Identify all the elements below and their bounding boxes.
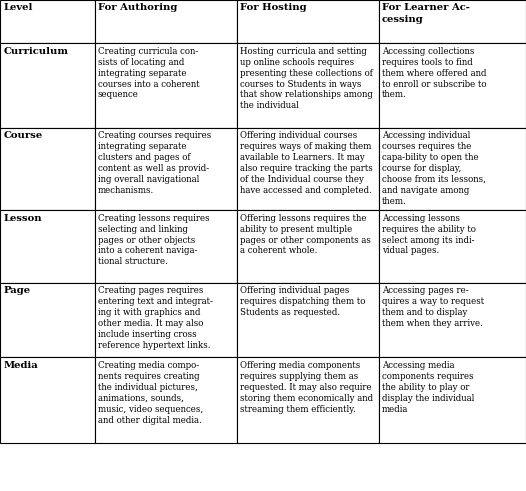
Bar — [379, 0, 526, 43]
Text: Media: Media — [3, 361, 38, 370]
Bar — [379, 283, 526, 357]
Bar — [0, 283, 95, 357]
Text: Accessing collections
requires tools to find
them where offered and
to enroll or: Accessing collections requires tools to … — [382, 47, 487, 100]
Text: Accessing pages re-
quires a way to request
them and to display
them when they a: Accessing pages re- quires a way to requ… — [382, 286, 484, 328]
Bar — [95, 357, 237, 443]
Bar — [237, 283, 379, 357]
Bar — [0, 0, 95, 43]
Bar — [95, 283, 237, 357]
Text: Level: Level — [3, 3, 33, 12]
Text: For Learner Ac-
cessing: For Learner Ac- cessing — [382, 3, 470, 24]
Bar — [379, 128, 526, 210]
Text: Offering individual courses
requires ways of making them
available to Learners. : Offering individual courses requires way… — [240, 131, 372, 195]
Bar — [379, 357, 526, 443]
Text: Offering media components
requires supplying them as
requested. It may also requ: Offering media components requires suppl… — [240, 361, 373, 414]
Bar — [379, 210, 526, 283]
Text: Page: Page — [3, 286, 31, 295]
Text: Creating curricula con-
sists of locating and
integrating separate
courses into : Creating curricula con- sists of locatin… — [98, 47, 199, 100]
Text: Lesson: Lesson — [3, 214, 42, 222]
Bar — [237, 43, 379, 128]
Bar — [0, 128, 95, 210]
Text: Offering lessons requires the
ability to present multiple
pages or other compone: Offering lessons requires the ability to… — [240, 214, 371, 255]
Bar — [0, 43, 95, 128]
Text: Accessing media
components requires
the ability to play or
display the individua: Accessing media components requires the … — [382, 361, 474, 414]
Bar — [95, 0, 237, 43]
Bar — [95, 43, 237, 128]
Text: Offering individual pages
requires dispatching them to
Students as requested.: Offering individual pages requires dispa… — [240, 286, 365, 317]
Bar — [0, 210, 95, 283]
Bar — [237, 0, 379, 43]
Text: Creating pages requires
entering text and integrat-
ing it with graphics and
oth: Creating pages requires entering text an… — [98, 286, 213, 350]
Text: Creating lessons requires
selecting and linking
pages or other objects
into a co: Creating lessons requires selecting and … — [98, 214, 209, 267]
Text: Creating courses requires
integrating separate
clusters and pages of
content as : Creating courses requires integrating se… — [98, 131, 211, 195]
Text: Accessing lessons
requires the ability to
select among its indi-
vidual pages.: Accessing lessons requires the ability t… — [382, 214, 476, 255]
Bar — [237, 210, 379, 283]
Text: Curriculum: Curriculum — [3, 47, 68, 55]
Text: Hosting curricula and setting
up online schools requires
presenting these collec: Hosting curricula and setting up online … — [240, 47, 373, 110]
Bar — [95, 210, 237, 283]
Bar — [237, 128, 379, 210]
Text: Course: Course — [3, 131, 43, 140]
Bar — [0, 357, 95, 443]
Text: Creating media compo-
nents requires creating
the individual pictures,
animation: Creating media compo- nents requires cre… — [98, 361, 203, 425]
Bar — [379, 43, 526, 128]
Text: For Hosting: For Hosting — [240, 3, 307, 12]
Bar — [237, 357, 379, 443]
Text: Accessing individual
courses requires the
capa-bility to open the
course for dis: Accessing individual courses requires th… — [382, 131, 486, 206]
Text: For Authoring: For Authoring — [98, 3, 177, 12]
Bar — [95, 128, 237, 210]
